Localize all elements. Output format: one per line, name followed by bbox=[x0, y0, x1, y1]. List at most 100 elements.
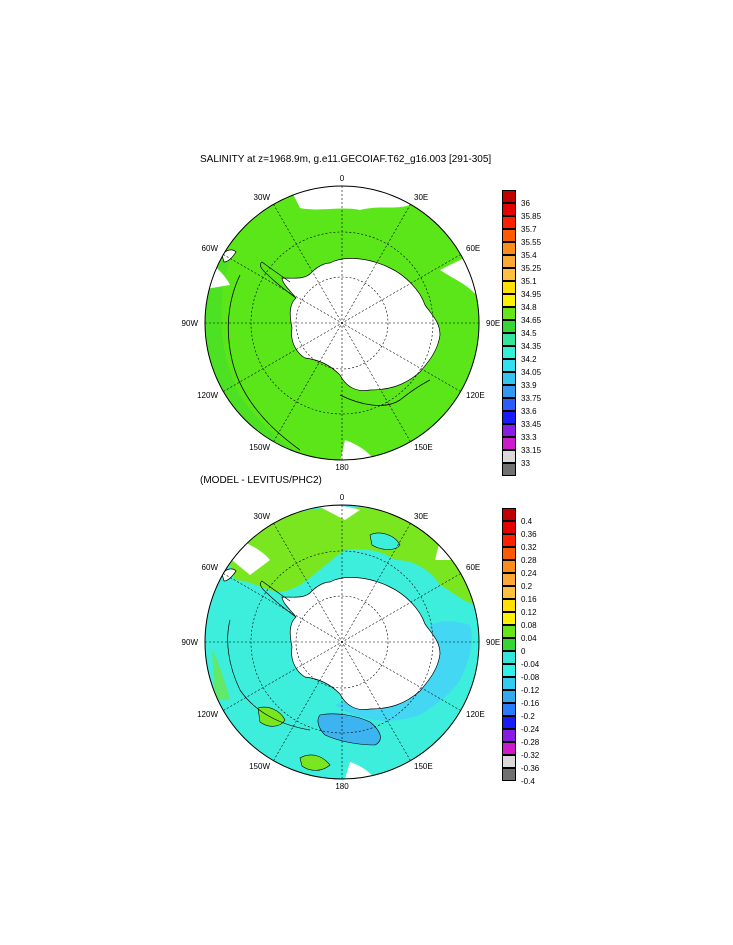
colorbar-label: 0.36 bbox=[521, 530, 537, 539]
colorbar-cell bbox=[502, 372, 516, 385]
colorbar-label: 33.45 bbox=[521, 420, 542, 429]
antarctica bbox=[281, 577, 441, 710]
colorbar-label: 34.8 bbox=[521, 303, 537, 312]
colorbar-label: 33 bbox=[521, 459, 530, 468]
colorbar-label: 33.75 bbox=[521, 394, 542, 403]
colorbar-cell bbox=[502, 547, 516, 560]
panel2-title: (MODEL - LEVITUS/PHC2) bbox=[200, 475, 322, 486]
colorbar-cell bbox=[502, 599, 516, 612]
nodata-north bbox=[290, 186, 410, 210]
colorbar-label: 0.04 bbox=[521, 634, 537, 643]
colorbar-cell bbox=[502, 437, 516, 450]
lon-label-90e: 90E bbox=[486, 319, 500, 328]
colorbar-cell bbox=[502, 463, 516, 476]
colorbar-label: 35.85 bbox=[521, 212, 542, 221]
colorbar-cell bbox=[502, 424, 516, 437]
colorbar-label: 35.4 bbox=[521, 251, 537, 260]
lon-label-0: 0 bbox=[340, 493, 345, 502]
colorbar-cell bbox=[502, 268, 516, 281]
colorbar-cell bbox=[502, 664, 516, 677]
nodata-south bbox=[345, 762, 375, 779]
lon-label-150w: 150W bbox=[249, 762, 270, 771]
lon-label-60w: 60W bbox=[202, 244, 219, 253]
salinity-map: 0 30E 60E 90E 120E 150E 180 150W 120W 90… bbox=[182, 174, 501, 472]
colorbar-label: 33.3 bbox=[521, 433, 537, 442]
map-border bbox=[204, 504, 480, 780]
colorbar-cell bbox=[502, 560, 516, 573]
colorbar-cell bbox=[502, 573, 516, 586]
contour-line-2 bbox=[339, 379, 431, 406]
positive-blob-4 bbox=[299, 754, 331, 771]
colorbar-cell bbox=[502, 320, 516, 333]
colorbar-label: 0.2 bbox=[521, 582, 533, 591]
lon-label-120e: 120E bbox=[466, 710, 485, 719]
colorbar-cell bbox=[502, 625, 516, 638]
south-america bbox=[221, 249, 237, 263]
colorbar-label: 34.65 bbox=[521, 316, 542, 325]
colorbar-label: -0.12 bbox=[521, 686, 540, 695]
colorbar-label: 34.5 bbox=[521, 329, 537, 338]
lon-label-30e: 30E bbox=[414, 193, 428, 202]
colorbar-label: 33.6 bbox=[521, 407, 537, 416]
colorbar-label: -0.04 bbox=[521, 660, 540, 669]
colorbar-label: -0.08 bbox=[521, 673, 540, 682]
colorbar-label: -0.4 bbox=[521, 777, 535, 786]
colorbar-cell bbox=[502, 190, 516, 203]
colorbar-cell bbox=[502, 242, 516, 255]
colorbar-label: 0.24 bbox=[521, 569, 537, 578]
colorbar-cell bbox=[502, 359, 516, 372]
antarctic-peninsula bbox=[260, 580, 297, 618]
nodata-north bbox=[320, 505, 360, 520]
colorbar-cell bbox=[502, 508, 516, 521]
lon-label-120e: 120E bbox=[466, 391, 485, 400]
lon-label-90w: 90W bbox=[182, 319, 199, 328]
colorbar-cell bbox=[502, 534, 516, 547]
colorbar-label: 36 bbox=[521, 199, 530, 208]
colorbar-cell bbox=[502, 729, 516, 742]
positive-blob-1 bbox=[369, 532, 401, 550]
lon-label-0: 0 bbox=[340, 174, 345, 183]
contour-line bbox=[227, 619, 311, 731]
colorbar-label: 33.15 bbox=[521, 446, 542, 455]
panel1-title: SALINITY at z=1968.9m, g.e11.GECOIAF.T62… bbox=[200, 154, 492, 165]
colorbar-label: 0.16 bbox=[521, 595, 537, 604]
colorbar-label: -0.2 bbox=[521, 712, 535, 721]
colorbar-label: 34.35 bbox=[521, 342, 542, 351]
lon-label-60e: 60E bbox=[466, 563, 480, 572]
graticule bbox=[205, 505, 479, 779]
colorbar-cell bbox=[502, 690, 516, 703]
negative-region-south bbox=[317, 713, 381, 746]
colorbar-cell bbox=[502, 307, 516, 320]
colorbar-label: 35.25 bbox=[521, 264, 542, 273]
colorbar-label: 34.2 bbox=[521, 355, 537, 364]
difference-colorbar: 0.4 0.36 0.32 0.28 0.24 0.2 0.16 0.12 0.08 0.04 0 -… bbox=[502, 508, 582, 786]
colorbar-label: 0.32 bbox=[521, 543, 537, 552]
colorbar-cell bbox=[502, 768, 516, 781]
lon-label-90w: 90W bbox=[182, 638, 199, 647]
lon-label-30w: 30W bbox=[254, 512, 271, 521]
colorbar-label: 0.08 bbox=[521, 621, 537, 630]
lon-label-120w: 120W bbox=[197, 710, 218, 719]
lon-label-120w: 120W bbox=[197, 391, 218, 400]
salinity-colorbar: 36 35.85 35.7 35.55 35.4 35.25 35.1 34.95 34.8 34… bbox=[502, 190, 582, 476]
south-america bbox=[221, 568, 237, 582]
lon-label-60e: 60E bbox=[466, 244, 480, 253]
lon-label-30e: 30E bbox=[414, 512, 428, 521]
colorbar-cell bbox=[502, 281, 516, 294]
colorbar-cell bbox=[502, 203, 516, 216]
colorbar-cell bbox=[502, 716, 516, 729]
antarctica bbox=[281, 258, 441, 391]
colorbar-label: 34.05 bbox=[521, 368, 542, 377]
colorbar-cell bbox=[502, 333, 516, 346]
colorbar-label: -0.24 bbox=[521, 725, 540, 734]
colorbar-label: 0.4 bbox=[521, 517, 533, 526]
colorbar-label: 0.28 bbox=[521, 556, 537, 565]
colorbar-cell bbox=[502, 229, 516, 242]
lon-label-150w: 150W bbox=[249, 443, 270, 452]
colorbar-label: 34.95 bbox=[521, 290, 542, 299]
colorbar-cell bbox=[502, 521, 516, 534]
colorbar-cell bbox=[502, 294, 516, 307]
colorbar-cell bbox=[502, 703, 516, 716]
colorbar-cell bbox=[502, 612, 516, 625]
